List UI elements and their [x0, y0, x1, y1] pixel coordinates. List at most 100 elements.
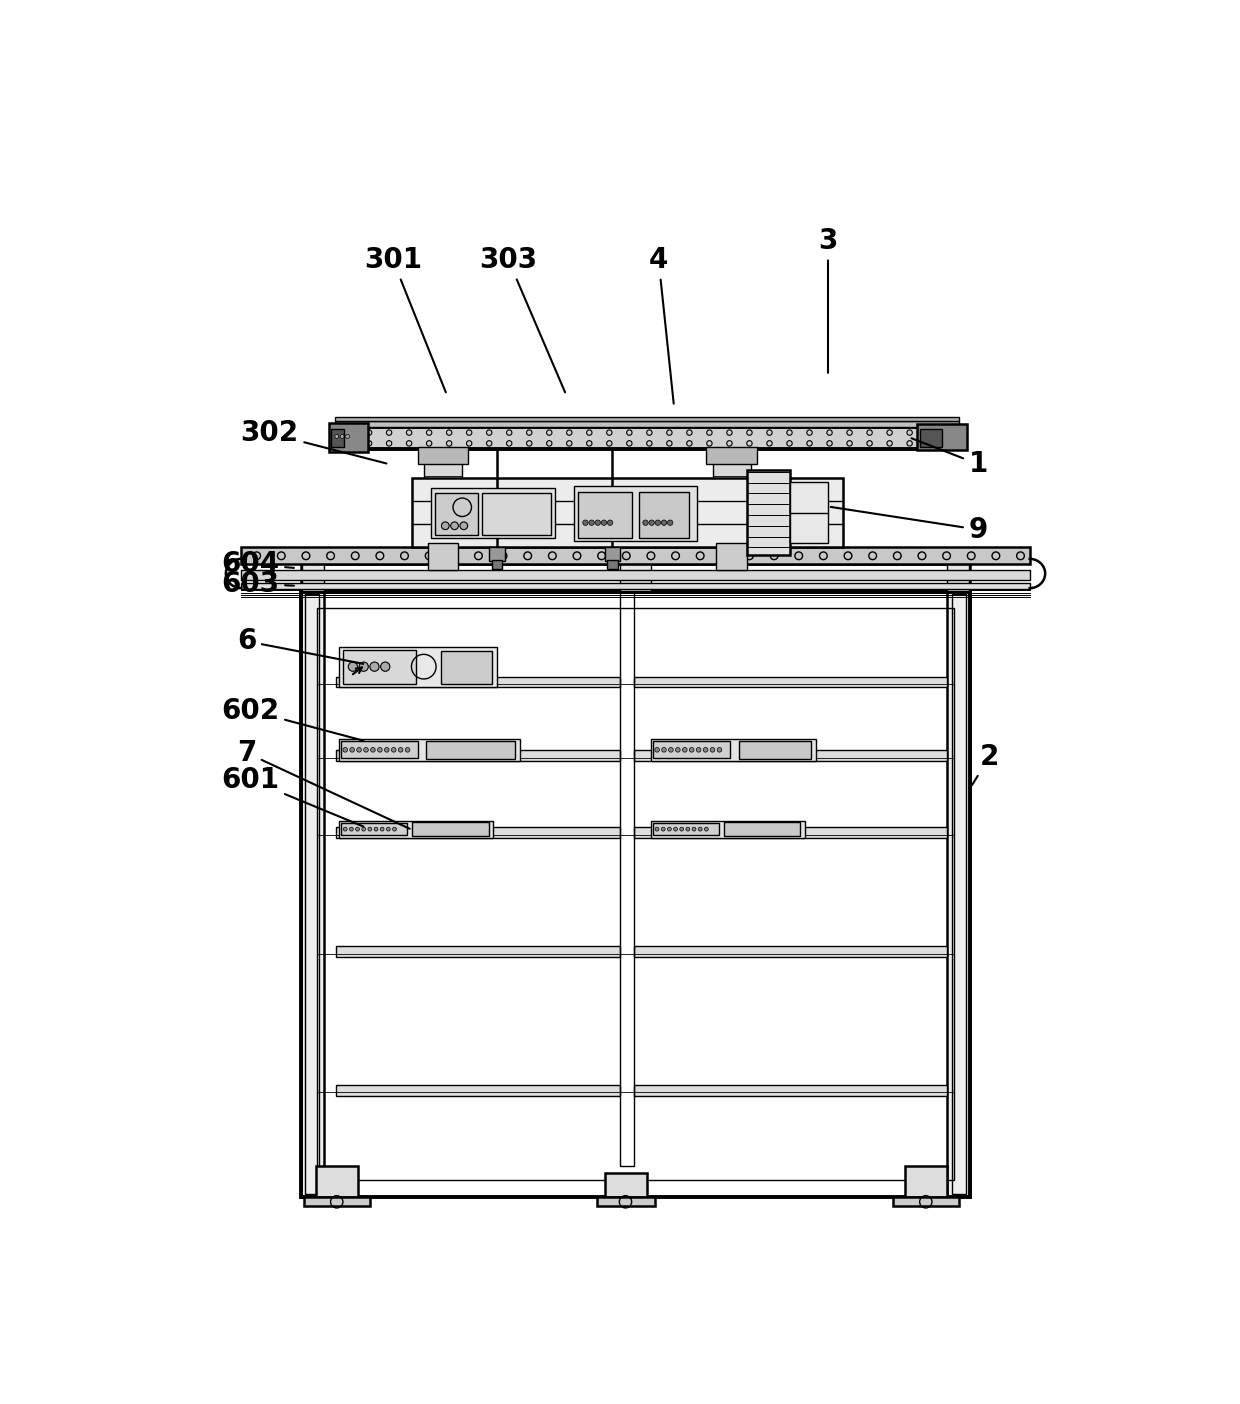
- Circle shape: [348, 663, 357, 671]
- Bar: [331, 428, 345, 448]
- Circle shape: [450, 522, 459, 529]
- Circle shape: [362, 827, 366, 831]
- Circle shape: [673, 827, 677, 831]
- Bar: [343, 650, 417, 684]
- Text: 602: 602: [222, 696, 363, 741]
- Text: 3: 3: [818, 227, 838, 373]
- Circle shape: [346, 434, 350, 438]
- Circle shape: [377, 747, 382, 753]
- Bar: [634, 750, 947, 761]
- Bar: [634, 677, 947, 688]
- Bar: [336, 1085, 620, 1095]
- Circle shape: [371, 747, 376, 753]
- Bar: [300, 591, 324, 1198]
- Circle shape: [368, 827, 372, 831]
- Bar: [578, 491, 631, 538]
- Bar: [596, 1198, 655, 1206]
- Circle shape: [697, 747, 701, 753]
- Bar: [608, 560, 618, 569]
- Bar: [920, 428, 942, 448]
- Circle shape: [655, 747, 660, 753]
- Circle shape: [393, 827, 397, 831]
- Bar: [339, 739, 520, 761]
- Circle shape: [335, 434, 339, 438]
- Text: 301: 301: [365, 246, 446, 392]
- Circle shape: [704, 827, 708, 831]
- Bar: [335, 417, 959, 421]
- Bar: [947, 591, 971, 1198]
- Text: 6: 6: [237, 628, 363, 664]
- Bar: [651, 739, 816, 761]
- Bar: [341, 823, 407, 835]
- Bar: [634, 946, 947, 958]
- Bar: [653, 741, 730, 758]
- Text: 9: 9: [831, 507, 988, 543]
- Circle shape: [642, 519, 649, 525]
- Circle shape: [686, 827, 689, 831]
- Text: 603: 603: [222, 570, 294, 598]
- Circle shape: [698, 827, 702, 831]
- Bar: [300, 564, 971, 591]
- Circle shape: [374, 827, 378, 831]
- Bar: [242, 583, 1029, 588]
- Bar: [481, 493, 551, 535]
- Bar: [441, 650, 491, 684]
- Circle shape: [360, 663, 368, 671]
- Bar: [336, 677, 620, 688]
- Circle shape: [363, 747, 368, 753]
- Bar: [418, 448, 469, 465]
- Circle shape: [343, 747, 347, 753]
- Circle shape: [405, 747, 410, 753]
- Circle shape: [661, 827, 665, 831]
- Circle shape: [387, 827, 391, 831]
- Bar: [305, 594, 319, 1195]
- Bar: [490, 548, 505, 562]
- Bar: [336, 946, 620, 958]
- Bar: [605, 1172, 647, 1198]
- Circle shape: [667, 827, 671, 831]
- Circle shape: [662, 747, 666, 753]
- Text: 7: 7: [237, 739, 409, 828]
- Circle shape: [649, 519, 655, 525]
- Circle shape: [370, 663, 379, 671]
- Bar: [894, 1198, 959, 1206]
- Circle shape: [661, 519, 667, 525]
- Bar: [653, 823, 719, 835]
- Circle shape: [340, 434, 343, 438]
- Bar: [620, 564, 651, 591]
- Bar: [640, 491, 689, 538]
- Text: 1: 1: [911, 438, 988, 479]
- Circle shape: [356, 827, 360, 831]
- Bar: [329, 423, 367, 452]
- Bar: [713, 449, 751, 548]
- Bar: [303, 564, 324, 591]
- Bar: [952, 594, 966, 1195]
- Bar: [427, 740, 515, 760]
- Bar: [651, 821, 805, 838]
- Circle shape: [583, 519, 588, 525]
- Circle shape: [460, 522, 467, 529]
- Circle shape: [381, 663, 389, 671]
- Bar: [574, 486, 697, 541]
- Bar: [905, 1167, 947, 1198]
- Bar: [412, 477, 843, 548]
- Text: 2: 2: [972, 743, 999, 785]
- Bar: [739, 740, 811, 760]
- Bar: [717, 543, 748, 570]
- Circle shape: [392, 747, 396, 753]
- Bar: [339, 821, 494, 838]
- Circle shape: [350, 827, 353, 831]
- Circle shape: [680, 827, 683, 831]
- Circle shape: [398, 747, 403, 753]
- Circle shape: [343, 827, 347, 831]
- Bar: [412, 823, 490, 835]
- Circle shape: [384, 747, 389, 753]
- Text: 302: 302: [241, 420, 387, 463]
- Bar: [491, 560, 502, 569]
- Bar: [242, 548, 1029, 564]
- Circle shape: [655, 519, 661, 525]
- Bar: [707, 448, 758, 465]
- Circle shape: [682, 747, 687, 753]
- Circle shape: [441, 522, 449, 529]
- Text: 4: 4: [649, 246, 673, 403]
